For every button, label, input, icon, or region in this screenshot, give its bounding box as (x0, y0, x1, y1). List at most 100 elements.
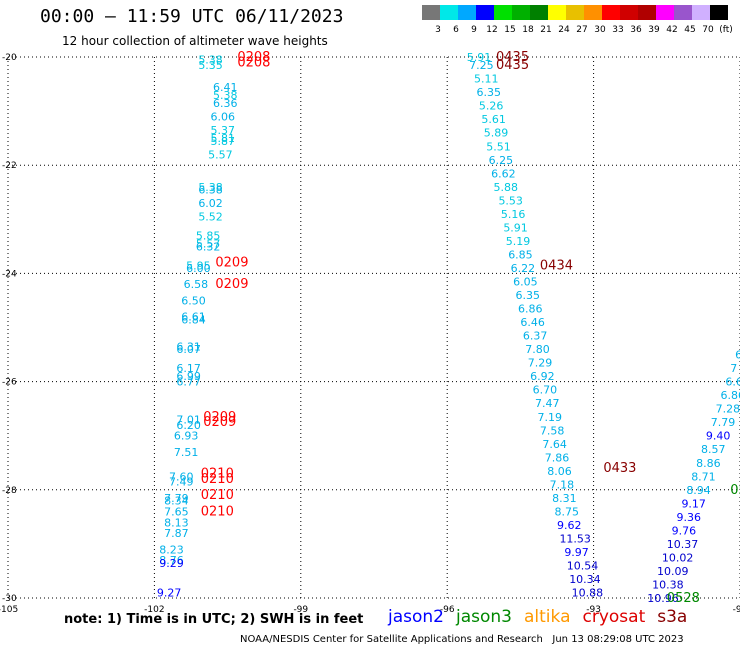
mission-label-jason3: jason3 (456, 607, 512, 627)
wave-height-point: 9.97 (564, 546, 589, 559)
wave-height-point: 6.32 (196, 240, 221, 253)
wave-height-point: 5.91 (503, 221, 528, 234)
wave-height-point: 9.62 (557, 519, 582, 532)
wave-height-point: 6.77 (176, 376, 201, 389)
wave-height-point: 6.85 (508, 248, 533, 261)
mission-label-s3a: s3a (657, 607, 688, 627)
wave-height-point: 5.81 (211, 132, 236, 145)
pass-time-label: 0210 (201, 504, 234, 519)
colorbar-label: 21 (540, 25, 551, 35)
colorbar-swatch (620, 5, 638, 20)
wave-height-point: 5.26 (479, 100, 504, 113)
wave-height-point: 5.57 (208, 148, 233, 161)
wave-height-point: 6.02 (198, 197, 223, 210)
wave-height-point: 6.20 (176, 419, 201, 432)
wave-height-point: 9.36 (677, 511, 702, 524)
wave-height-point: 7.79 (711, 416, 736, 429)
wave-height-point: 7.86 (545, 451, 570, 464)
wave-height-point: 6.86 (518, 303, 543, 316)
wave-height-point: 6.05 (513, 276, 538, 289)
wave-height-point: 6.58 (184, 278, 209, 291)
pass-time-label: 0208 (237, 55, 270, 70)
wave-height-point: 6.36 (213, 97, 238, 110)
pass-time-label: 0210 (201, 467, 234, 482)
wave-height-point: 6.22 (511, 262, 536, 275)
wave-height-point: 7.47 (535, 397, 560, 410)
wave-height-point: 9.29 (159, 557, 184, 570)
wave-height-point: 7.64 (542, 438, 567, 451)
wave-height-point: 7.25 (469, 59, 494, 72)
wave-height-point: 6.35 (476, 86, 501, 99)
wave-height-point: 7.60 (169, 470, 194, 483)
colorbar-swatch (602, 5, 620, 20)
colorbar-swatch (692, 5, 710, 20)
wave-height-point: 8.57 (701, 443, 726, 456)
wave-height-point: 9.27 (157, 587, 182, 600)
wave-height-point: 7.49 (169, 476, 194, 489)
wave-height-point: 7.29 (528, 357, 553, 370)
pass-time-label: 0209 (215, 256, 248, 271)
wave-height-point: 7.19 (537, 411, 562, 424)
units-note: note: 1) Time is in UTC; 2) SWH is in fe… (64, 612, 364, 627)
wave-height-point: 8.34 (164, 495, 189, 508)
wave-height-point: 5.85 (196, 230, 221, 243)
wave-height-point: 9.40 (706, 430, 731, 443)
mission-label-cryosat: cryosat (582, 607, 646, 627)
colorbar-label: 36 (630, 25, 642, 35)
colorbar-label: 39 (648, 25, 660, 35)
wave-height-point: 6.25 (489, 154, 514, 167)
colorbar-swatch (566, 5, 584, 20)
wave-height-point: 5.89 (484, 127, 509, 140)
colorbar-label: 3 (435, 25, 441, 35)
wave-height-point: 6.93 (174, 430, 199, 443)
colorbar-swatch (638, 5, 656, 20)
wave-height-point: 10.34 (569, 573, 601, 586)
wave-height-point: 6 (735, 349, 740, 362)
wave-height-point: 6.61 (181, 311, 206, 324)
pass-time-label: 0209 (215, 277, 248, 292)
wave-height-point: 9.76 (672, 524, 697, 537)
colorbar-label: 42 (666, 25, 677, 35)
wave-height-point: 5.87 (211, 135, 236, 148)
colorbar-swatch (512, 5, 530, 20)
colorbar-swatch (530, 5, 548, 20)
wave-height-point: 8.75 (555, 505, 580, 518)
x-tick-label: -93 (586, 605, 601, 615)
colorbar-swatch (494, 5, 512, 20)
wave-height-point: 5.51 (486, 140, 511, 153)
wave-height-point: 5.88 (494, 181, 519, 194)
wave-height-point: 6.99 (176, 370, 201, 383)
x-tick-label: -102 (144, 605, 164, 615)
colorbar-label: 9 (471, 25, 477, 35)
wave-height-point: 5.35 (198, 59, 223, 72)
x-tick-label: -96 (440, 605, 455, 615)
pass-time-label: 0435 (496, 50, 529, 65)
wave-height-colorbar (422, 5, 728, 20)
wave-height-point: 8.76 (159, 554, 184, 567)
wave-height-point: 8.06 (547, 465, 572, 478)
wave-height-point: 5.37 (211, 124, 236, 137)
pass-time-label: 0434 (540, 258, 573, 273)
wave-height-point: 5.53 (498, 194, 523, 207)
wave-height-point: 6.70 (533, 384, 558, 397)
wave-height-point: 7.80 (525, 343, 550, 356)
colorbar-label: (ft) (719, 25, 733, 35)
wave-height-point: 6.07 (176, 343, 201, 356)
wave-height-point: 6.46 (520, 316, 545, 329)
wave-height-point: 5.95 (186, 259, 211, 272)
wave-height-point: 7.65 (164, 505, 189, 518)
wave-height-point: 8.71 (691, 470, 716, 483)
wave-height-point: 6.86 (720, 389, 740, 402)
chart-title: 00:00 – 11:59 UTC 06/11/2023 (40, 6, 344, 27)
wave-height-point: 10.02 (662, 551, 694, 564)
pass-time-label: 0528 (730, 483, 740, 498)
wave-height-point: 6.41 (213, 81, 238, 94)
wave-height-point: 5.57 (196, 238, 221, 251)
colorbar-swatch (548, 5, 566, 20)
y-tick-label: -30 (2, 594, 17, 604)
wave-height-point: 7.58 (540, 424, 565, 437)
colorbar-label: 24 (558, 25, 570, 35)
wave-height-point: 5.11 (474, 73, 499, 86)
pass-time-label: 0433 (603, 461, 636, 476)
